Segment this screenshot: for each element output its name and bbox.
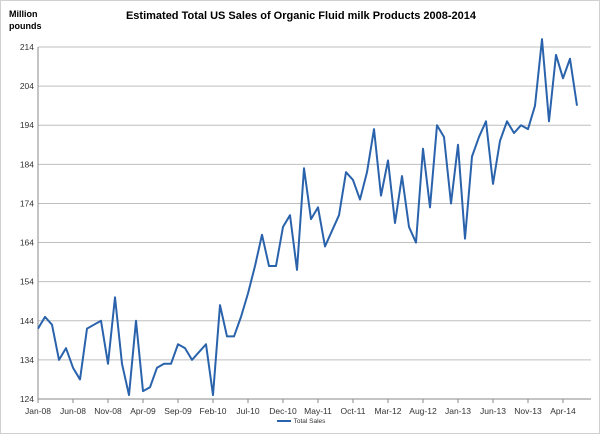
legend: Total Sales <box>1 418 600 425</box>
y-tick-label: 174 <box>20 198 34 208</box>
y-tick-label: 154 <box>20 277 34 287</box>
x-tick-label: May-11 <box>304 406 332 416</box>
y-tick-label: 214 <box>20 42 34 52</box>
x-tick-label: Nov-13 <box>514 406 542 416</box>
x-tick-label: Sep-09 <box>164 406 192 416</box>
x-tick-label: Jun-08 <box>60 406 86 416</box>
series-line-total-sales <box>38 39 577 395</box>
y-tick-label: 184 <box>20 159 34 169</box>
x-tick-label: Dec-10 <box>269 406 297 416</box>
x-tick-label: Feb-10 <box>200 406 227 416</box>
y-tick-label: 134 <box>20 355 34 365</box>
legend-label: Total Sales <box>294 418 326 425</box>
y-tick-label: 164 <box>20 238 34 248</box>
y-tick-label: 204 <box>20 81 34 91</box>
x-tick-label: Jul-10 <box>236 406 259 416</box>
y-tick-label: 194 <box>20 120 34 130</box>
x-tick-label: Jan-08 <box>25 406 51 416</box>
x-tick-label: Mar-12 <box>375 406 402 416</box>
x-tick-label: Apr-09 <box>130 406 156 416</box>
x-tick-label: Nov-08 <box>94 406 122 416</box>
x-tick-label: Aug-12 <box>409 406 437 416</box>
x-tick-label: Apr-14 <box>550 406 576 416</box>
y-tick-label: 144 <box>20 316 34 326</box>
x-tick-label: Jun-13 <box>480 406 506 416</box>
x-tick-label: Oct-11 <box>341 406 366 416</box>
y-tick-label: 124 <box>20 394 34 404</box>
x-tick-label: Jan-13 <box>445 406 471 416</box>
legend-swatch <box>277 420 291 422</box>
